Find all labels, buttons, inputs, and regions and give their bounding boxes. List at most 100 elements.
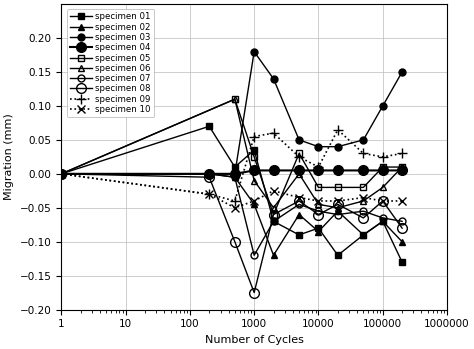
specimen 08 [296,199,302,203]
specimen 10 [380,199,385,203]
specimen 10 [232,206,237,210]
specimen 03 [58,172,64,176]
Line: specimen 02: specimen 02 [58,170,406,259]
specimen 09 [399,151,405,156]
X-axis label: Number of Cycles: Number of Cycles [205,335,304,345]
specimen 05 [361,185,366,190]
specimen 04 [296,168,302,172]
specimen 04 [380,168,385,172]
specimen 03 [271,77,276,81]
Line: specimen 05: specimen 05 [58,96,406,218]
specimen 06 [380,185,385,190]
specimen 01 [58,172,64,176]
specimen 10 [335,199,341,203]
specimen 06 [296,172,302,176]
specimen 02 [271,253,276,257]
specimen 04 [271,168,276,172]
specimen 10 [361,195,366,200]
specimen 04 [335,168,341,172]
specimen 01 [399,260,405,264]
specimen 09 [58,172,64,176]
specimen 06 [232,97,237,101]
specimen 04 [206,172,212,176]
specimen 07 [316,209,321,213]
specimen 08 [335,202,341,207]
specimen 07 [251,253,257,257]
specimen 09 [296,155,302,159]
specimen 05 [58,172,64,176]
Legend: specimen 01, specimen 02, specimen 03, specimen 04, specimen 05, specimen 06, sp: specimen 01, specimen 02, specimen 03, s… [67,9,154,118]
specimen 02 [361,233,366,237]
specimen 07 [335,213,341,217]
specimen 07 [58,172,64,176]
specimen 04 [58,172,64,176]
specimen 06 [251,179,257,183]
Line: specimen 03: specimen 03 [58,48,406,177]
specimen 06 [361,199,366,203]
specimen 02 [399,240,405,244]
specimen 06 [271,206,276,210]
specimen 04 [232,172,237,176]
specimen 03 [296,138,302,142]
specimen 09 [206,192,212,196]
Line: specimen 10: specimen 10 [57,170,406,212]
specimen 02 [251,202,257,207]
Y-axis label: Migration (mm): Migration (mm) [4,113,14,200]
specimen 02 [58,172,64,176]
specimen 01 [335,253,341,257]
specimen 04 [251,168,257,172]
specimen 05 [335,185,341,190]
specimen 10 [251,199,257,203]
specimen 09 [271,131,276,135]
specimen 03 [380,104,385,108]
specimen 04 [361,168,366,172]
specimen 03 [251,50,257,54]
specimen 05 [251,155,257,159]
specimen 09 [316,165,321,169]
specimen 02 [296,213,302,217]
specimen 03 [316,144,321,149]
specimen 01 [361,233,366,237]
specimen 07 [206,172,212,176]
specimen 10 [316,199,321,203]
specimen 06 [316,202,321,207]
Line: specimen 01: specimen 01 [58,123,406,266]
specimen 09 [251,134,257,139]
specimen 10 [58,172,64,176]
specimen 05 [271,213,276,217]
specimen 07 [271,219,276,223]
specimen 02 [380,219,385,223]
specimen 02 [232,175,237,179]
specimen 03 [335,144,341,149]
Line: specimen 04: specimen 04 [56,165,407,179]
Line: specimen 08: specimen 08 [56,169,407,297]
specimen 06 [335,206,341,210]
specimen 07 [361,209,366,213]
specimen 07 [232,175,237,179]
specimen 09 [380,155,385,159]
specimen 03 [361,138,366,142]
specimen 03 [232,172,237,176]
specimen 06 [58,172,64,176]
specimen 05 [399,165,405,169]
specimen 08 [206,175,212,179]
Line: specimen 07: specimen 07 [58,170,406,259]
specimen 10 [206,192,212,196]
specimen 10 [296,195,302,200]
specimen 09 [335,128,341,132]
specimen 07 [380,216,385,220]
specimen 01 [251,148,257,152]
specimen 01 [206,124,212,128]
specimen 08 [232,240,237,244]
specimen 02 [206,172,212,176]
specimen 05 [296,151,302,156]
Line: specimen 06: specimen 06 [58,96,406,211]
specimen 01 [380,219,385,223]
specimen 03 [399,70,405,74]
specimen 02 [316,229,321,233]
specimen 01 [316,226,321,230]
specimen 07 [399,219,405,223]
specimen 10 [399,199,405,203]
specimen 08 [361,216,366,220]
specimen 05 [380,165,385,169]
